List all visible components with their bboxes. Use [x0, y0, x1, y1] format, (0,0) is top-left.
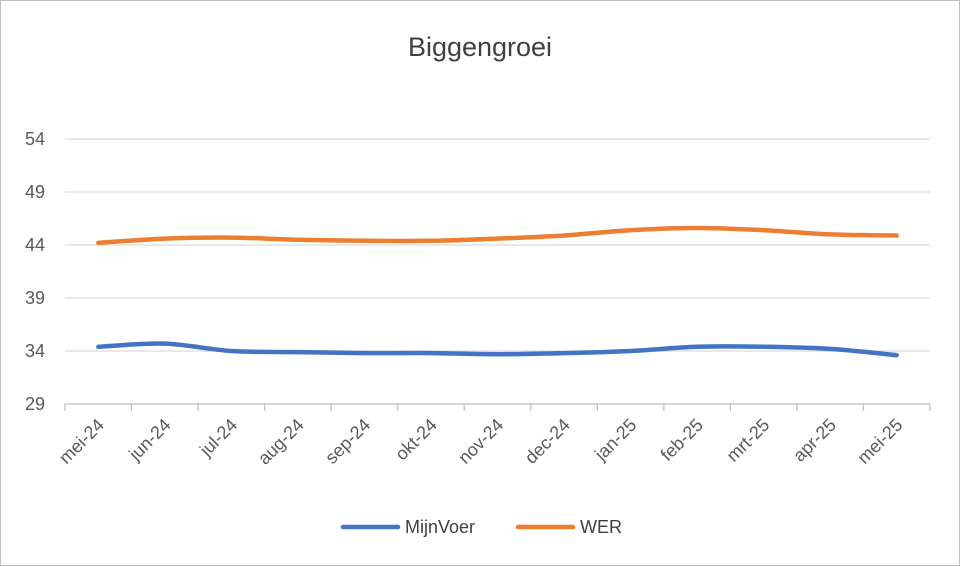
x-tick-label: jan-25: [590, 415, 640, 465]
x-tick-label: apr-25: [789, 415, 840, 466]
x-tick-label: nov-24: [454, 415, 507, 468]
legend-label-mijnvoer: MijnVoer: [405, 517, 475, 537]
x-tick-label: dec-24: [521, 415, 574, 468]
x-tick-label: jul-24: [195, 415, 241, 461]
x-tick-label: mrt-25: [723, 415, 774, 466]
x-tick-label: aug-24: [254, 415, 308, 469]
y-tick-label: 34: [25, 341, 45, 361]
x-tick-label: jun-24: [124, 415, 174, 465]
x-tick-label: sep-24: [321, 415, 374, 468]
chart-title: Biggengroei: [408, 32, 552, 62]
legend-label-wer: WER: [580, 517, 622, 537]
y-axis-ticks: 29 34 39 44 49 54: [25, 129, 45, 414]
y-tick-label: 39: [25, 288, 45, 308]
x-tick-label: feb-25: [657, 415, 707, 465]
y-tick-label: 29: [25, 394, 45, 414]
x-tick-label: mei-25: [854, 415, 907, 468]
series-line-wer: [96, 225, 899, 246]
series-line-mijnvoer: [96, 341, 899, 358]
y-tick-label: 54: [25, 129, 45, 149]
gridlines: [65, 138, 930, 352]
legend: MijnVoer WER: [340, 517, 622, 537]
x-axis: [64, 403, 931, 411]
y-tick-label: 44: [25, 235, 45, 255]
x-axis-ticks: mei-24 jun-24 jul-24 aug-24 sep-24 okt-24 nov-…: [55, 415, 907, 469]
x-tick-label: okt-24: [391, 415, 441, 465]
series-lines: [96, 225, 899, 358]
x-tick-label: mei-24: [55, 415, 108, 468]
y-tick-label: 49: [25, 182, 45, 202]
